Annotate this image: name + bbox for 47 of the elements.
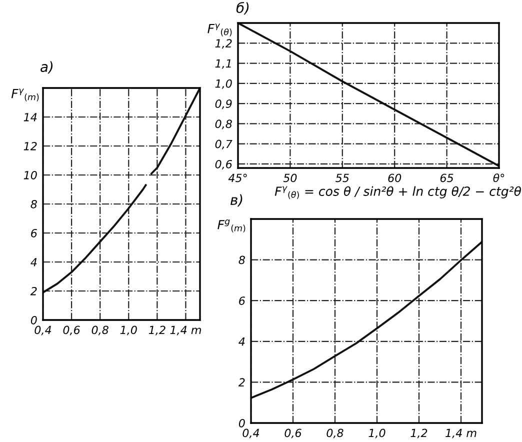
chart-title: а) — [40, 61, 53, 74]
text: F$^{γ}$$_{(θ)}$ = cos θ / sin²θ + ln ctg θ/2 − ctg²θ — [274, 186, 521, 200]
y-tick-label: 0,8 — [215, 120, 232, 130]
y-tick-label: 2 — [238, 378, 245, 386]
x-tick-label: 45° — [228, 174, 247, 182]
x-tick-label: 0,6 — [63, 326, 80, 336]
x-tick-label: 1,4 m — [170, 326, 201, 336]
y-tick-label: 0,7 — [215, 140, 232, 150]
x-tick-label: 1,4 m — [446, 428, 476, 438]
y-tick-label: 6 — [239, 296, 245, 305]
x-tick-label: 1,2 — [410, 428, 428, 438]
x-tick-label: 1,0 — [368, 428, 386, 438]
x-tick-label: θ° — [493, 173, 504, 182]
y-tick-label: 12 — [24, 142, 37, 150]
y-axis-title: F$^{γ}$$_{(θ)}$ — [208, 24, 232, 36]
x-tick-label: 60 — [388, 174, 402, 182]
y-tick-label: 8 — [238, 256, 245, 264]
x-tick-label: 0,4 — [242, 428, 260, 438]
x-tick-label: 0,6 — [284, 428, 302, 438]
y-axis-title: F$^{g}$$_{(m)}$ — [218, 220, 246, 232]
x-tick-label: 50 — [283, 174, 297, 182]
y-axis-title: F$^{γ}$$_{(m)}$ — [11, 88, 39, 102]
x-tick-label: 0,8 — [326, 428, 344, 438]
chart-title: в) — [230, 194, 242, 207]
y-tick-label: 0 — [30, 316, 37, 324]
y-tick-label: 0 — [238, 418, 245, 428]
y-tick-label: 0,9 — [215, 100, 232, 110]
x-tick-label: 1,2 — [148, 326, 166, 336]
x-tick-label: 1,0 — [120, 326, 137, 336]
y-tick-label: 14 — [24, 113, 37, 122]
chart-title: б) — [236, 2, 249, 15]
line-series — [251, 240, 482, 399]
y-tick-label: 10 — [24, 170, 37, 180]
y-tick-label: 1,0 — [215, 79, 232, 89]
x-tick-label: 0,8 — [92, 326, 108, 336]
y-tick-label: 4 — [238, 338, 245, 346]
x-tick-label: 0,4 — [34, 326, 52, 336]
y-tick-label: 1,1 — [215, 59, 231, 69]
y-tick-label: 6 — [31, 228, 37, 238]
y-tick-label: 2 — [30, 286, 37, 296]
y-tick-label: 8 — [30, 200, 37, 208]
y-tick-label: 0,6 — [215, 160, 232, 170]
y-tick-label: 4 — [30, 258, 37, 266]
x-tick-label: 55 — [336, 174, 349, 182]
line-series — [238, 23, 499, 167]
y-tick-label: 1,2 — [215, 39, 232, 49]
x-tick-label: 65 — [440, 174, 454, 182]
